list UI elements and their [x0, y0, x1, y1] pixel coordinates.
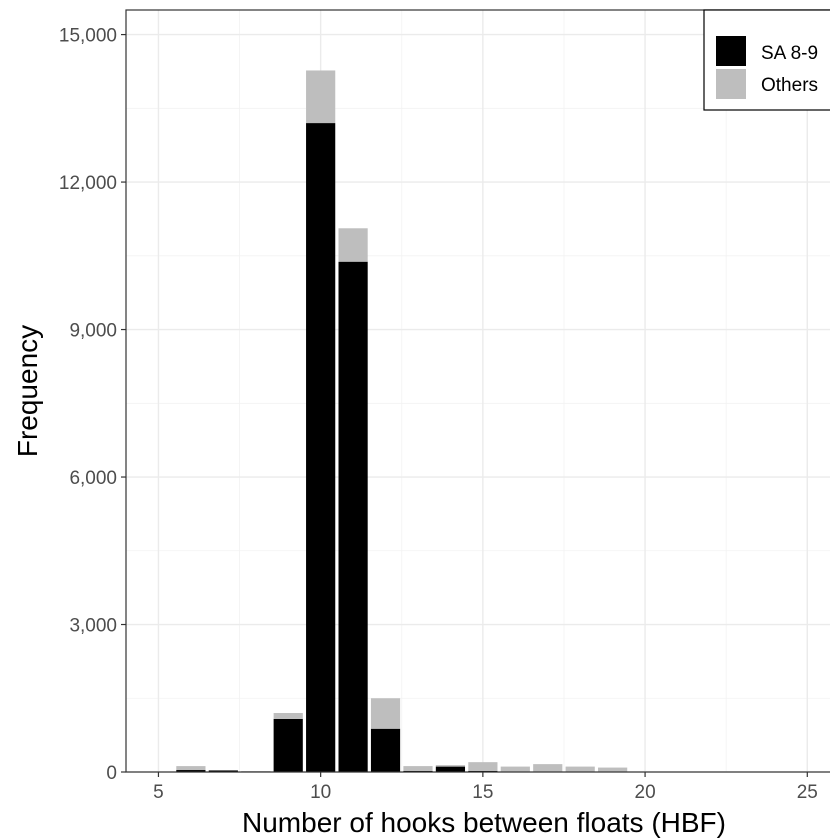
bar-others-x9 [273, 713, 303, 719]
bar-sa89-x9 [273, 718, 303, 772]
bar-others-x10 [306, 70, 336, 124]
y-tick-label-2: 6,000 [69, 468, 117, 489]
bar-others-x16 [500, 766, 530, 772]
legend-label-sa89: SA 8-9 [761, 43, 818, 64]
legend-key-others [716, 69, 746, 99]
bar-others-x18 [565, 766, 595, 772]
plot-panel-border [125, 9, 830, 773]
bar-sa89-x14 [435, 766, 466, 772]
x-axis: 5 10 15 20 25 [153, 772, 818, 803]
x-tick-label-1: 10 [310, 782, 331, 803]
y-tick-label-1: 3,000 [69, 616, 117, 637]
bar-sa89-x11 [338, 261, 368, 772]
bar-others-x19 [598, 767, 628, 772]
bar-others-x12 [370, 698, 401, 729]
plot-panel-background [126, 10, 830, 772]
y-tick-label-0: 0 [106, 763, 117, 784]
y-tick-label-4: 12,000 [59, 173, 117, 194]
bar-sa89-x12 [370, 728, 401, 772]
bars-group [176, 70, 628, 772]
x-tick-label-2: 15 [472, 782, 493, 803]
x-tick-label-0: 5 [153, 782, 164, 803]
bar-others-x17 [533, 764, 563, 772]
y-tick-label-3: 9,000 [69, 321, 117, 342]
bar-others-x11 [338, 228, 368, 262]
legend-key-sa89 [716, 36, 746, 66]
bar-sa89-x6 [176, 770, 206, 772]
bar-others-x15 [468, 762, 498, 772]
x-tick-label-3: 20 [635, 782, 656, 803]
legend: SA 8-9 Others [703, 9, 830, 111]
y-tick-label-5: 15,000 [59, 26, 117, 47]
y-axis-title: Frequency [12, 325, 43, 457]
x-tick-label-4: 25 [797, 782, 818, 803]
bar-others-x13 [403, 766, 433, 772]
x-axis-title: Number of hooks between floats (HBF) [242, 807, 726, 838]
bar-sa89-x7 [208, 770, 238, 772]
y-axis: 0 3,000 6,000 9,000 12,000 15,000 [59, 26, 126, 784]
bar-others-x14 [435, 765, 466, 767]
bar-others-x6 [176, 766, 206, 771]
legend-label-others: Others [761, 75, 818, 96]
bar-sa89-x10 [306, 123, 336, 772]
